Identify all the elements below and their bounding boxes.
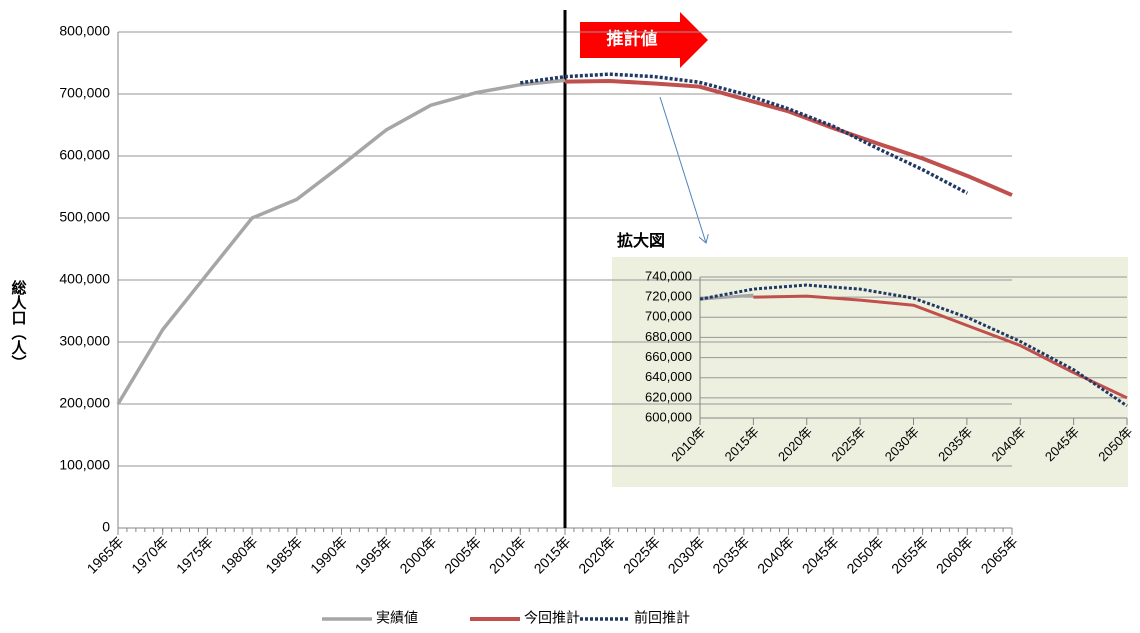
- y-tick-label: 680,000: [645, 329, 692, 344]
- x-tick-label: 2030年: [665, 533, 708, 576]
- y-tick-label: 700,000: [645, 309, 692, 324]
- y-axis-label: 総人口（人）: [10, 279, 28, 370]
- x-tick-label: 2020年: [575, 533, 618, 576]
- x-tick-label: 2005年: [441, 533, 484, 576]
- x-tick-label: 2025年: [620, 533, 663, 576]
- y-tick-label: 600,000: [59, 147, 110, 163]
- x-tick-label: 2015年: [530, 533, 573, 576]
- y-tick-label: 200,000: [59, 395, 110, 411]
- x-tick-label: 1990年: [307, 533, 350, 576]
- series-line: [116, 78, 566, 405]
- y-tick-label: 740,000: [645, 268, 692, 283]
- annotation: 推計値: [607, 28, 658, 48]
- legend-label: 実績値: [376, 610, 418, 626]
- y-tick-label: 400,000: [59, 271, 110, 287]
- x-tick-label: 2035年: [709, 533, 752, 576]
- x-tick-label: 1980年: [218, 533, 261, 576]
- y-tick-label: 0: [102, 519, 110, 535]
- series-line: [564, 78, 1013, 197]
- x-tick-label: 1970年: [128, 533, 171, 576]
- legend-label: 前回推計: [634, 610, 690, 626]
- inset-background: [612, 257, 1128, 487]
- x-tick-label: 2060年: [933, 533, 976, 576]
- x-tick-label: 2055年: [888, 533, 931, 576]
- x-tick-label: 2050年: [843, 533, 886, 576]
- x-tick-label: 2045年: [799, 533, 842, 576]
- inset-pointer: [659, 96, 706, 243]
- series-line: [520, 72, 969, 195]
- y-tick-label: 300,000: [59, 333, 110, 349]
- y-tick-label: 100,000: [59, 457, 110, 473]
- y-tick-label: 640,000: [645, 369, 692, 384]
- annotation-arrow: [580, 12, 708, 68]
- x-tick-label: 2000年: [396, 533, 439, 576]
- y-tick-label: 800,000: [59, 23, 110, 39]
- y-tick-label: 620,000: [645, 389, 692, 404]
- y-tick-label: 600,000: [645, 409, 692, 424]
- x-tick-label: 1965年: [83, 533, 126, 576]
- x-tick-label: 2010年: [486, 533, 529, 576]
- x-tick-label: 1985年: [262, 533, 305, 576]
- legend-label: 今回推計: [524, 610, 580, 626]
- x-tick-label: 1995年: [352, 533, 395, 576]
- series-line: [753, 294, 1128, 400]
- x-tick-label: 2065年: [977, 533, 1020, 576]
- x-tick-label: 2040年: [754, 533, 797, 576]
- series-line: [699, 283, 1128, 408]
- series-line: [699, 293, 754, 301]
- y-tick-label: 660,000: [645, 349, 692, 364]
- y-tick-label: 700,000: [59, 85, 110, 101]
- y-tick-label: 500,000: [59, 209, 110, 225]
- inset-title: 拡大図: [617, 231, 665, 250]
- x-tick-label: 1975年: [173, 533, 216, 576]
- y-tick-label: 720,000: [645, 289, 692, 304]
